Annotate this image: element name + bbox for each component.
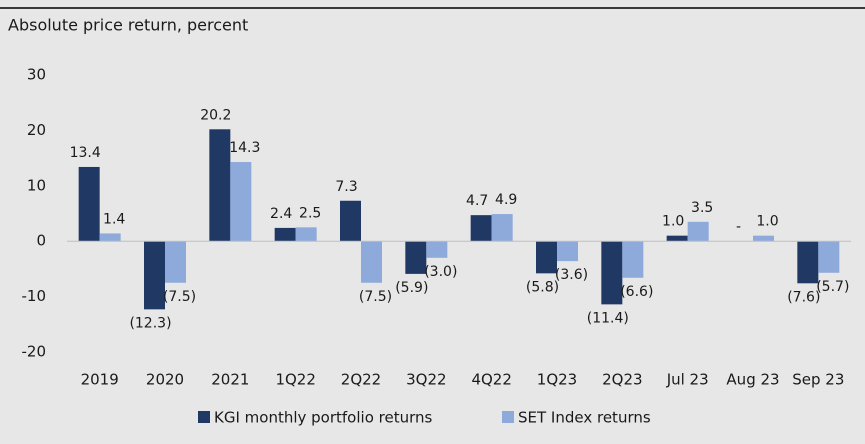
y-tick-label: 10 xyxy=(27,176,46,194)
x-tick-label: 2020 xyxy=(146,371,184,389)
bar xyxy=(470,215,492,242)
bar xyxy=(622,241,644,278)
legend-label: SET Index returns xyxy=(518,409,651,427)
value-label: (7.6) xyxy=(787,289,820,305)
x-tick-label: 3Q22 xyxy=(406,371,446,389)
bar xyxy=(687,221,709,242)
bar xyxy=(230,161,252,242)
bar xyxy=(753,235,774,242)
value-label: (11.4) xyxy=(587,310,629,326)
value-label: (6.6) xyxy=(620,284,653,300)
value-label: 1.0 xyxy=(756,214,778,230)
x-tick-label: 2Q23 xyxy=(602,371,642,389)
value-label: (3.0) xyxy=(424,264,457,280)
value-label: 13.4 xyxy=(70,145,101,161)
legend-swatch xyxy=(502,411,514,423)
value-label: (12.3) xyxy=(129,315,171,331)
value-label: 3.5 xyxy=(691,200,713,216)
x-tick-label: 2019 xyxy=(81,371,119,389)
value-label: - xyxy=(736,219,741,235)
bar xyxy=(797,241,819,284)
value-label: 2.4 xyxy=(270,206,292,222)
y-tick-label: -10 xyxy=(22,287,47,305)
x-tick-label: 4Q22 xyxy=(471,371,511,389)
x-tick-label: 2021 xyxy=(211,371,249,389)
bar xyxy=(144,241,165,310)
x-tick-label: 1Q22 xyxy=(275,371,315,389)
x-tick-label: 1Q23 xyxy=(537,371,577,389)
x-tick-label: Jul 23 xyxy=(666,371,709,389)
value-label: 4.9 xyxy=(495,192,517,208)
chart-subtitle: Absolute price return, percent xyxy=(8,16,248,35)
bar xyxy=(601,241,623,305)
bar xyxy=(361,241,382,283)
value-label: 14.3 xyxy=(229,140,260,156)
bar xyxy=(78,166,100,242)
bar xyxy=(209,129,231,242)
x-tick-label: Sep 23 xyxy=(792,371,844,389)
value-label: 4.7 xyxy=(466,193,488,209)
value-label: (5.8) xyxy=(526,279,559,295)
value-label: 2.5 xyxy=(299,205,321,221)
legend-swatch xyxy=(198,411,210,423)
value-label: (3.6) xyxy=(555,267,588,283)
bar xyxy=(491,214,513,242)
bar xyxy=(405,241,427,274)
bar xyxy=(426,241,448,258)
bar xyxy=(274,227,296,242)
bar xyxy=(99,233,121,242)
bar xyxy=(295,227,317,242)
y-tick-label: 20 xyxy=(27,121,46,139)
bar xyxy=(818,241,840,273)
x-tick-label: Aug 23 xyxy=(726,371,779,389)
bar xyxy=(557,241,578,262)
x-tick-label: 2Q22 xyxy=(341,371,381,389)
value-label: (7.5) xyxy=(163,289,196,305)
bar xyxy=(536,241,557,274)
y-tick-label: -20 xyxy=(22,343,47,361)
value-label: 20.2 xyxy=(200,107,231,123)
y-tick-label: 30 xyxy=(27,66,46,84)
bar xyxy=(165,241,186,283)
y-tick-label: 0 xyxy=(36,232,46,250)
value-label: (5.7) xyxy=(816,279,849,295)
value-label: (7.5) xyxy=(359,289,392,305)
value-label: 1.4 xyxy=(103,211,125,227)
bar xyxy=(666,235,688,242)
legend-label: KGI monthly portfolio returns xyxy=(214,409,432,427)
bar xyxy=(340,200,361,242)
value-label: 7.3 xyxy=(335,179,357,195)
value-label: 1.0 xyxy=(662,214,684,230)
value-label: (5.9) xyxy=(395,280,428,296)
